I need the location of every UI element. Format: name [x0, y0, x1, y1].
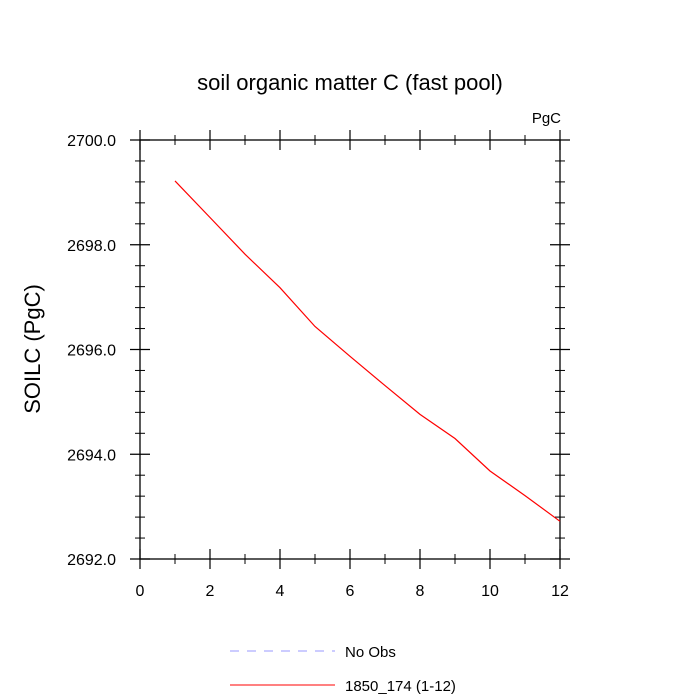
x-tick-label: 12 — [551, 583, 569, 600]
y-tick-label: 2698.0 — [67, 238, 116, 255]
y-tick-label: 2700.0 — [67, 133, 116, 150]
x-tick-label: 10 — [481, 583, 499, 600]
tick-label-group: 0 2 4 6 8 10 12 2692.0 2694.0 2696.0 2698.0 2700.0 — [67, 133, 569, 600]
units-label: PgC — [532, 110, 561, 127]
x-tick-label: 6 — [346, 583, 355, 600]
y-axis-label: SOILC (PgC) — [20, 284, 45, 414]
chart-title: soil organic matter C (fast pool) — [197, 70, 503, 95]
legend-label: No Obs — [345, 644, 396, 661]
x-tick-label: 8 — [416, 583, 425, 600]
x-tick-label: 4 — [276, 583, 285, 600]
series-line — [174, 180, 561, 522]
tick-group — [130, 130, 570, 569]
y-tick-label: 2696.0 — [67, 343, 116, 360]
x-tick-label: 2 — [206, 583, 215, 600]
y-tick-label: 2694.0 — [67, 447, 116, 464]
legend: No Obs 1850_174 (1-12) — [230, 644, 456, 695]
y-tick-label: 2692.0 — [67, 552, 116, 569]
plot-frame — [139, 139, 561, 560]
series-group — [174, 180, 561, 522]
legend-label: 1850_174 (1-12) — [345, 678, 456, 695]
x-tick-label: 0 — [136, 583, 145, 600]
